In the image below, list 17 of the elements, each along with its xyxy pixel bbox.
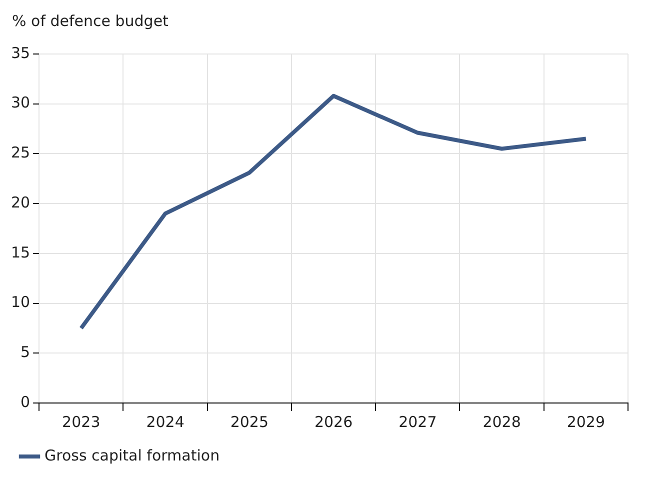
x-tick-label: 2023	[62, 412, 100, 431]
x-tick-label: 2029	[566, 412, 606, 431]
y-tick-label: 35	[10, 44, 30, 62]
y-tick-label: 20	[10, 193, 30, 212]
x-tick-label: 2026	[314, 412, 353, 431]
x-tick-label: 2027	[398, 412, 437, 431]
y-tick-label: 5	[20, 343, 30, 362]
y-tick-label: 30	[10, 94, 30, 112]
y-tick-label: 10	[10, 293, 30, 312]
x-tick-label: 2028	[482, 412, 521, 431]
y-tick-label: 0	[20, 392, 30, 411]
x-tick-label: 2024	[146, 412, 184, 431]
legend-label: Gross capital formation	[44, 446, 220, 464]
y-tick-label: 25	[10, 144, 30, 162]
y-tick-label: 15	[10, 243, 30, 262]
x-tick-label: 2025	[230, 412, 269, 431]
y-axis-title: % of defence budget	[11, 11, 170, 32]
